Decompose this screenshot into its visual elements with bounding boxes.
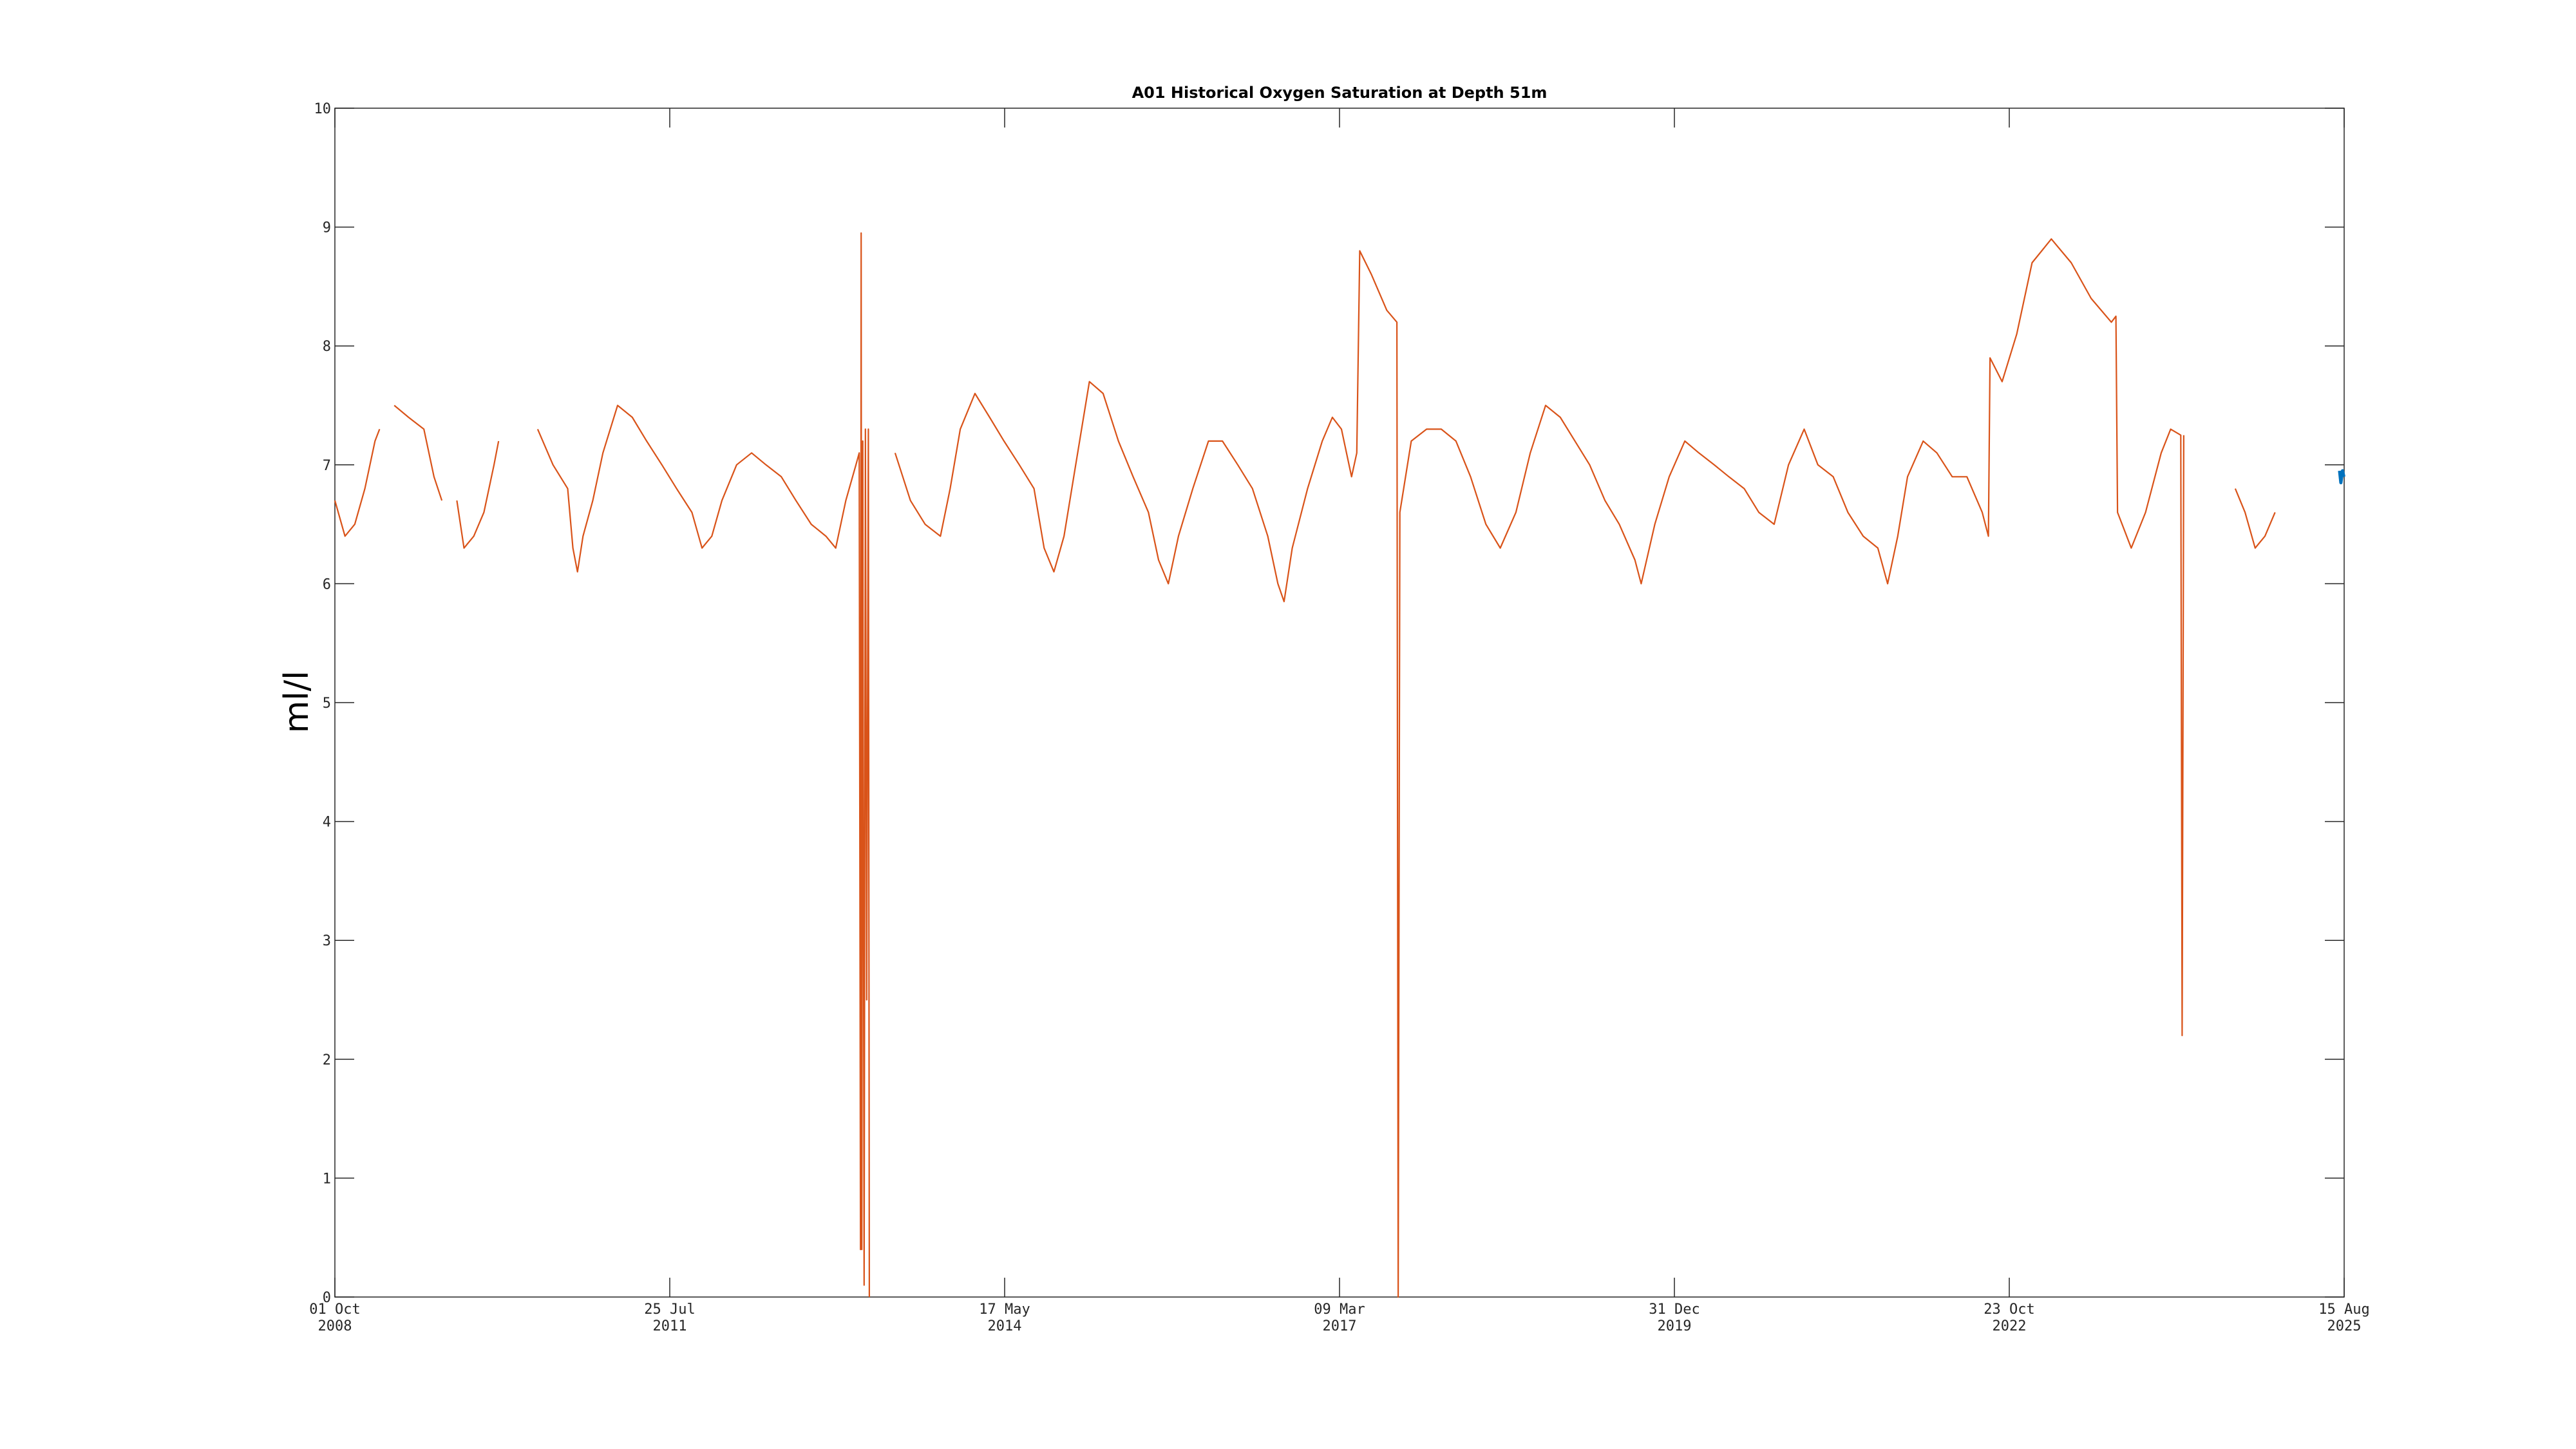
y-tick-label: 5 (323, 696, 331, 712)
y-tick-label: 3 (323, 933, 331, 949)
y-axis-label: ml/l (278, 670, 316, 733)
x-tick-year-label: 2017 (1323, 1318, 1357, 1334)
x-tick-label: 25 Jul (644, 1302, 695, 1318)
x-tick-label: 01 Oct (309, 1302, 360, 1318)
x-tick-label: 15 Aug (2318, 1302, 2369, 1318)
y-tick-label: 7 (323, 458, 331, 474)
x-tick-year-label: 2011 (653, 1318, 687, 1334)
series-line (2338, 469, 2345, 484)
x-tick-label: 31 Dec (1649, 1302, 1700, 1318)
x-tick-year-label: 2022 (1993, 1318, 2027, 1334)
x-tick-year-label: 2014 (988, 1318, 1022, 1334)
y-tick-label: 0 (323, 1290, 331, 1306)
series-line (536, 232, 871, 1298)
x-tick-label: 09 Mar (1314, 1302, 1365, 1318)
y-tick-label: 10 (314, 101, 332, 117)
x-tick-label: 17 May (979, 1302, 1030, 1318)
y-tick-label: 2 (323, 1052, 331, 1068)
y-tick-label: 4 (323, 815, 331, 831)
series-line (393, 404, 443, 501)
series-line (334, 429, 381, 537)
data-series (334, 232, 2345, 1298)
series-line (456, 440, 500, 549)
x-tick-year-label: 2025 (2327, 1318, 2362, 1334)
series-line (894, 238, 2184, 1298)
chart-title: A01 Historical Oxygen Saturation at Dept… (1132, 84, 1548, 102)
y-tick-label: 9 (323, 220, 331, 236)
x-tick-year-label: 2019 (1658, 1318, 1692, 1334)
x-tick-label: 23 Oct (1984, 1302, 2034, 1318)
x-tick-year-label: 2008 (318, 1318, 352, 1334)
y-tick-label: 6 (323, 576, 331, 592)
y-tick-label: 8 (323, 339, 331, 355)
plot-area-box (334, 108, 2345, 1298)
series-line (2234, 488, 2276, 549)
y-tick-label: 1 (323, 1171, 331, 1187)
